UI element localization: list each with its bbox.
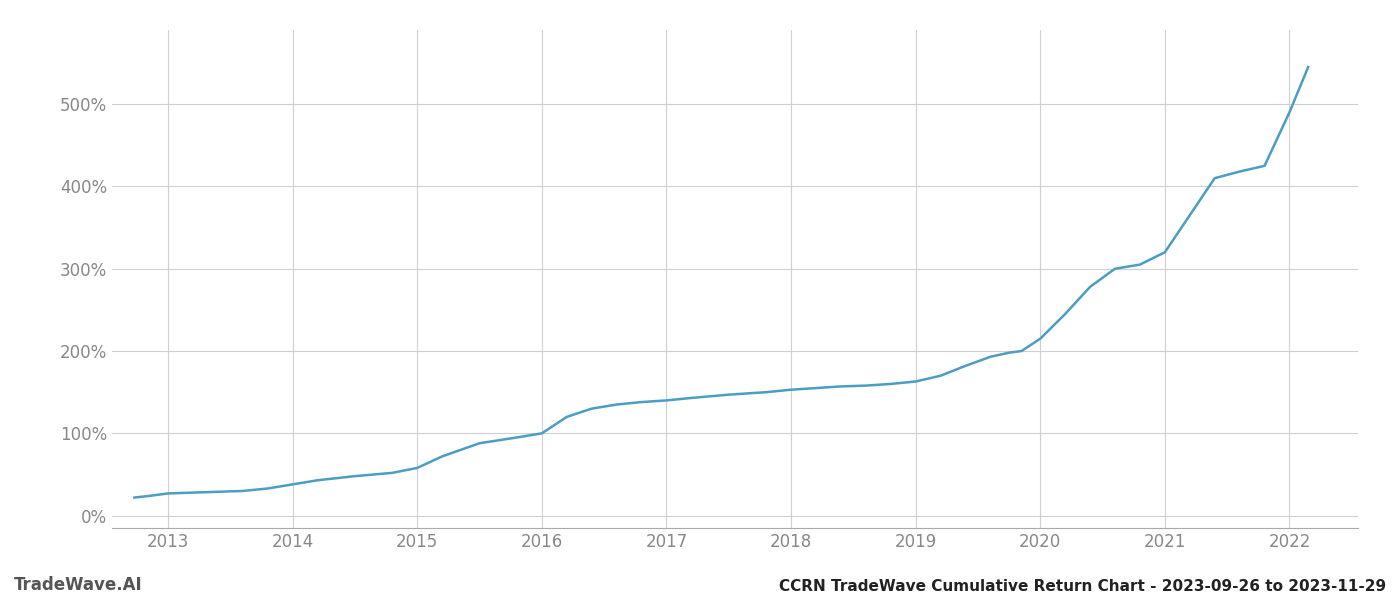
Text: CCRN TradeWave Cumulative Return Chart - 2023-09-26 to 2023-11-29: CCRN TradeWave Cumulative Return Chart -…: [778, 579, 1386, 594]
Text: TradeWave.AI: TradeWave.AI: [14, 576, 143, 594]
